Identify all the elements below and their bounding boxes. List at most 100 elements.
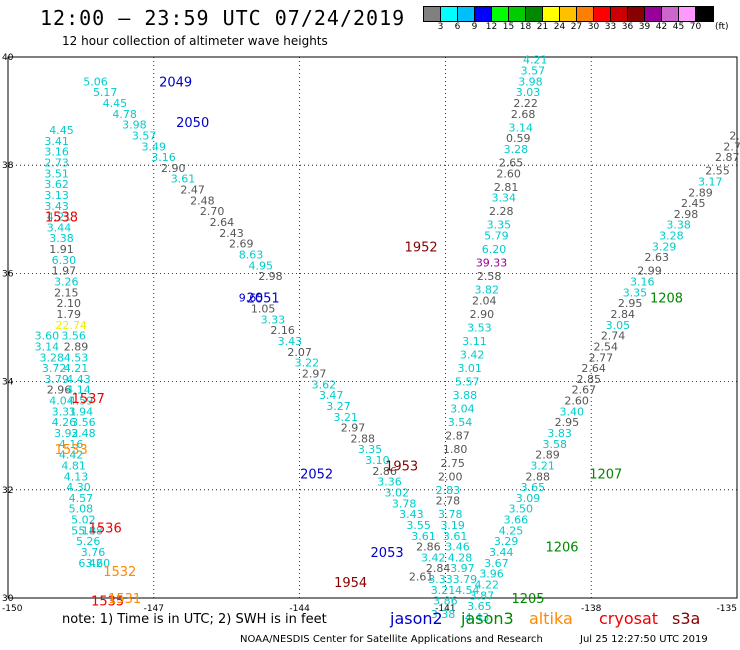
wave-height-value: 3.62 — [44, 178, 69, 191]
wave-height-value: 3.27 — [326, 400, 351, 413]
wave-height-value: 4.42 — [59, 449, 84, 462]
wave-height-value: 3.49 — [142, 140, 167, 153]
wave-height-value: 2.77 — [589, 351, 614, 364]
map-axes: -150 -147 -144 -141 -138 -135 30 32 34 36 38 40 — [2, 53, 737, 614]
wave-height-value: 2.61 — [409, 570, 434, 583]
wave-height-value: 4.53 — [64, 351, 89, 364]
wave-height-value: 2.90 — [470, 308, 495, 321]
wave-height-value: 4.81 — [61, 459, 86, 472]
colorbar-swatch — [679, 7, 696, 21]
wave-height-value: 3.29 — [652, 240, 677, 253]
wave-height-value: 1.97 — [52, 265, 77, 278]
pass-number-label: 1533 — [55, 443, 88, 458]
colorbar-tick-label: 70 — [689, 22, 702, 32]
wave-height-value: 3.97 — [450, 562, 475, 575]
wave-height-value: 2.97 — [341, 422, 366, 435]
wave-height-value: 2.10 — [57, 297, 82, 310]
wave-height-value: 2.67 — [572, 384, 597, 397]
wave-height-value: 3.66 — [504, 514, 529, 527]
wave-height-value: 6.30 — [52, 254, 77, 267]
wave-height-value: 22.74 — [55, 319, 87, 332]
pass-number-label: 2049 — [159, 75, 192, 90]
latitude-tick-label: 34 — [2, 378, 14, 388]
wave-height-value: 4.16 — [59, 438, 84, 451]
wave-height-value: 3.03 — [516, 86, 541, 99]
wave-height-value: 2.60 — [496, 167, 521, 180]
wave-height-value: 3.83 — [547, 427, 572, 440]
wave-height-value: 3.22 — [295, 357, 320, 370]
wave-height-value: 3.29 — [494, 535, 519, 548]
wave-height-value: 3.19 — [440, 519, 465, 532]
wave-height-value: 3.60 — [86, 557, 111, 570]
wave-height-value: 5.17 — [93, 86, 118, 99]
wave-height-value: 3.57 — [132, 129, 157, 142]
wave-height-value: 2.98 — [674, 208, 699, 221]
longitude-tick-label: -150 — [2, 604, 23, 614]
colorbar-unit: (ft) — [715, 22, 729, 32]
wave-height-value: 4.95 — [248, 259, 273, 272]
satellite-legend-item: altika — [529, 609, 573, 628]
wave-height-value: 3.42 — [421, 551, 446, 564]
longitude-tick-label: -135 — [717, 604, 737, 614]
colorbar-swatch — [662, 7, 679, 21]
wave-height-value: 4.04 — [49, 395, 74, 408]
wave-height-value: 3.05 — [606, 319, 631, 332]
wave-height-value: 3.13 — [44, 189, 69, 202]
pass-number-label: 1954 — [334, 576, 367, 591]
wave-height-value: 3.47 — [319, 389, 344, 402]
pass-number-label: 1537 — [72, 392, 105, 407]
map-frame — [7, 56, 738, 599]
wave-height-value: 3.34 — [491, 192, 516, 205]
wave-height-value: 3.16 — [630, 276, 655, 289]
map-grid — [7, 56, 738, 599]
wave-height-value: 3.58 — [543, 438, 568, 451]
wave-height-value: 2.47 — [180, 184, 205, 197]
wave-height-value: 1.91 — [49, 243, 74, 256]
wave-height-value: 4.45 — [103, 97, 128, 110]
wave-height-value: 2.68 — [511, 108, 536, 121]
wave-height-value: 4.14 — [66, 384, 91, 397]
wave-height-value: 3.98 — [122, 119, 147, 132]
credit-line: NOAA/NESDIS Center for Satellite Applica… — [240, 634, 543, 645]
wave-height-value: 2.96 — [47, 384, 72, 397]
wave-height-value: 3.14 — [35, 340, 60, 353]
wave-height-value: 2.63 — [645, 251, 670, 264]
colorbar-tick-label: 15 — [502, 22, 515, 32]
colorbar-tick-label: 6 — [454, 22, 461, 32]
wave-height-value: 2.07 — [287, 346, 312, 359]
wave-height-value: 4.26 — [52, 416, 77, 429]
wave-height-value: 3.88 — [453, 389, 478, 402]
wave-height-value: 3.43 — [44, 200, 69, 213]
wave-height-value: 5.08 — [69, 503, 94, 516]
wave-height-value: 5.79 — [484, 230, 509, 243]
wave-height-value: 3.09 — [516, 492, 541, 505]
wave-height-value: 3.82 — [474, 284, 499, 297]
footnote: note: 1) Time is in UTC; 2) SWH is in fe… — [62, 612, 327, 627]
wave-height-value: 2.90 — [161, 162, 186, 175]
wave-height-value: 3.67 — [484, 557, 509, 570]
wave-height-value: 3.48 — [71, 427, 96, 440]
pass-number-label: 2052 — [300, 468, 333, 483]
wave-height-value: 2.95 — [618, 297, 643, 310]
wave-height-value: 5.26 — [76, 535, 101, 548]
pass-number-label: 1952 — [405, 240, 438, 255]
wave-height-value: 3.16 — [44, 146, 69, 159]
wave-height-value: 4.45 — [49, 124, 74, 137]
wave-height-value: 2.64 — [581, 362, 606, 375]
wave-height-value: 4.25 — [499, 524, 524, 537]
colorbar-swatch — [458, 7, 475, 21]
wave-height-value: 3.33 — [261, 313, 286, 326]
wave-height-value: 0.59 — [506, 132, 531, 145]
wave-height-value: 3.28 — [39, 351, 64, 364]
wave-height-value: 3.55 — [406, 519, 431, 532]
wave-height-value: 5.06 — [83, 75, 108, 88]
wave-height-value: 5.57 — [455, 376, 480, 389]
wave-height-value: 2.89 — [64, 340, 89, 353]
wave-height-value: 3.33 — [428, 573, 453, 586]
wave-height-value: 3.96 — [479, 568, 504, 581]
track-labels: 2049 2050 1538 2051 1537 1533 2052 1952 1953 1208… — [45, 75, 683, 609]
colorbar — [423, 6, 714, 22]
pass-number-label: 1206 — [545, 541, 578, 556]
colorbar-tick-label: 21 — [536, 22, 549, 32]
colorbar-tick-label: 12 — [485, 22, 498, 32]
